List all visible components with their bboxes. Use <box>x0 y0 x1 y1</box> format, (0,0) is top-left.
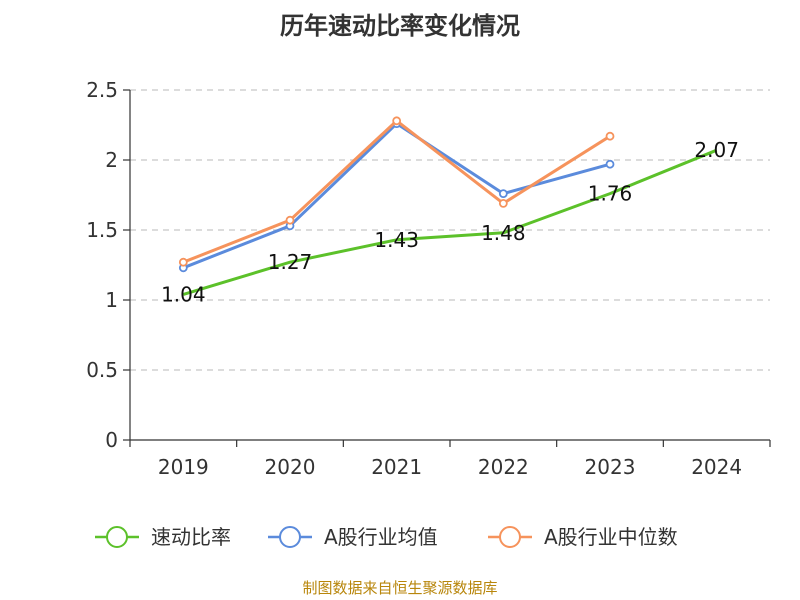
data-label: 2.07 <box>694 138 739 162</box>
series-line <box>182 148 718 296</box>
y-tick-label: 2.5 <box>86 78 118 102</box>
grid-lines <box>130 89 770 371</box>
legend: 速动比率 A股行业均值 A股行业中位数 <box>95 525 678 549</box>
data-labels: 1.04 1.27 1.43 1.48 1.76 2.07 <box>161 138 739 306</box>
y-tick-label: 0.5 <box>86 358 118 382</box>
data-point <box>178 257 188 267</box>
data-point <box>392 116 402 126</box>
data-label: 1.04 <box>161 282 206 306</box>
legend-label: A股行业中位数 <box>544 525 678 549</box>
series-lines <box>178 116 718 296</box>
data-point <box>498 198 508 208</box>
data-point <box>605 131 615 141</box>
x-tick-label: 2022 <box>478 455 529 479</box>
data-point <box>285 215 295 225</box>
data-label: 1.43 <box>374 228 419 252</box>
y-tick-label: 0 <box>105 428 118 452</box>
legend-label: 速动比率 <box>151 525 231 549</box>
legend-label: A股行业均值 <box>324 525 438 549</box>
source-note: 制图数据来自恒生聚源数据库 <box>302 579 498 597</box>
x-tick-label: 2023 <box>585 455 636 479</box>
chart-title: 历年速动比率变化情况 <box>280 12 520 40</box>
x-tick-label: 2020 <box>265 455 316 479</box>
x-tick-label: 2021 <box>371 455 422 479</box>
data-point <box>498 189 508 199</box>
y-tick-label: 2 <box>105 148 118 172</box>
data-label: 1.48 <box>481 221 526 245</box>
legend-marker <box>499 526 521 548</box>
x-tick-label: 2019 <box>158 455 209 479</box>
legend-marker <box>106 526 128 548</box>
x-tick-label: 2024 <box>691 455 742 479</box>
y-tick-label: 1 <box>105 288 118 312</box>
data-label: 1.76 <box>588 182 633 206</box>
legend-marker <box>279 526 301 548</box>
data-point <box>605 159 615 169</box>
axes: 0 0.5 1 1.5 2 2.5 2019 2020 2021 2022 2023 2024 <box>86 78 771 479</box>
y-tick-label: 1.5 <box>86 218 118 242</box>
data-label: 1.27 <box>268 250 313 274</box>
